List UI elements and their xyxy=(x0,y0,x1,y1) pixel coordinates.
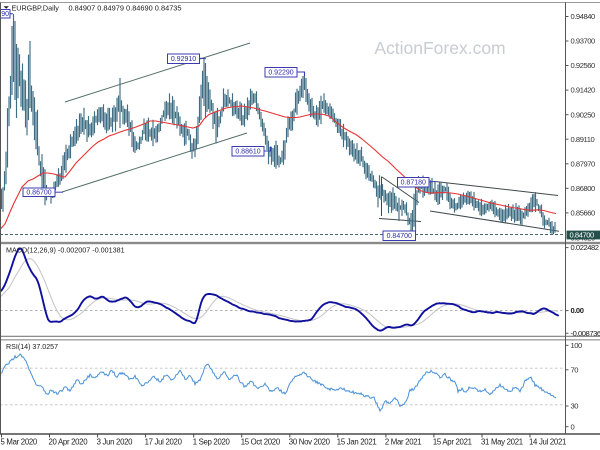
svg-text:17 Jul 2020: 17 Jul 2020 xyxy=(145,437,183,446)
svg-text:0.84700: 0.84700 xyxy=(387,233,412,240)
svg-text:0.84700: 0.84700 xyxy=(570,231,595,240)
svg-text:-0.008736: -0.008736 xyxy=(571,329,600,338)
svg-text:0.89110: 0.89110 xyxy=(571,135,595,144)
svg-text:15 Apr 2021: 15 Apr 2021 xyxy=(433,437,472,446)
svg-text:14 Jul 2021: 14 Jul 2021 xyxy=(529,437,566,446)
svg-text:0.84907 0.84979 0.84690 0.8473: 0.84907 0.84979 0.84690 0.84735 xyxy=(69,3,182,12)
svg-text:70: 70 xyxy=(571,365,579,374)
svg-text:0.91420: 0.91420 xyxy=(571,86,596,95)
svg-text:0.85660: 0.85660 xyxy=(571,209,596,218)
svg-text:30 Nov 2020: 30 Nov 2020 xyxy=(289,437,331,446)
svg-text:ActionForex.com: ActionForex.com xyxy=(374,38,505,58)
svg-text:0.94840: 0.94840 xyxy=(571,12,596,21)
svg-text:0.86800: 0.86800 xyxy=(571,184,596,193)
svg-text:0.88610: 0.88610 xyxy=(235,149,260,156)
svg-text:0: 0 xyxy=(571,422,575,431)
svg-text:0.92290: 0.92290 xyxy=(268,70,293,77)
svg-text:0.022482: 0.022482 xyxy=(571,243,599,252)
svg-text:100: 100 xyxy=(571,341,583,350)
svg-text:20 Apr 2020: 20 Apr 2020 xyxy=(49,437,89,446)
svg-text:3 Jun 2020: 3 Jun 2020 xyxy=(97,437,134,446)
svg-text:0.00: 0.00 xyxy=(571,306,584,315)
svg-text:2 Mar 2021: 2 Mar 2021 xyxy=(385,437,421,446)
svg-text:0.93700: 0.93700 xyxy=(571,37,596,46)
svg-text:0.86700: 0.86700 xyxy=(26,190,51,197)
svg-text:0.87970: 0.87970 xyxy=(571,159,596,168)
svg-text:15 Oct 2020: 15 Oct 2020 xyxy=(241,437,281,446)
svg-text:0.87180: 0.87180 xyxy=(401,180,426,187)
svg-text:0.92910: 0.92910 xyxy=(171,56,196,63)
svg-text:0.92560: 0.92560 xyxy=(571,61,596,70)
svg-text:0.90250: 0.90250 xyxy=(571,110,596,119)
svg-text:31 May 2021: 31 May 2021 xyxy=(481,437,523,446)
svg-text:15 Jan 2021: 15 Jan 2021 xyxy=(337,437,377,446)
svg-text:30: 30 xyxy=(571,402,579,411)
svg-text:1 Sep 2020: 1 Sep 2020 xyxy=(193,437,231,446)
svg-text:EURGBP,Daily: EURGBP,Daily xyxy=(12,3,60,12)
svg-text:90: 90 xyxy=(1,11,9,18)
svg-text:MACD(12,26,9) -0.002007 -0.001: MACD(12,26,9) -0.002007 -0.001381 xyxy=(6,246,125,255)
svg-text:RSI(14) 37.0257: RSI(14) 37.0257 xyxy=(6,343,58,351)
svg-text:5 Mar 2020: 5 Mar 2020 xyxy=(1,437,38,446)
